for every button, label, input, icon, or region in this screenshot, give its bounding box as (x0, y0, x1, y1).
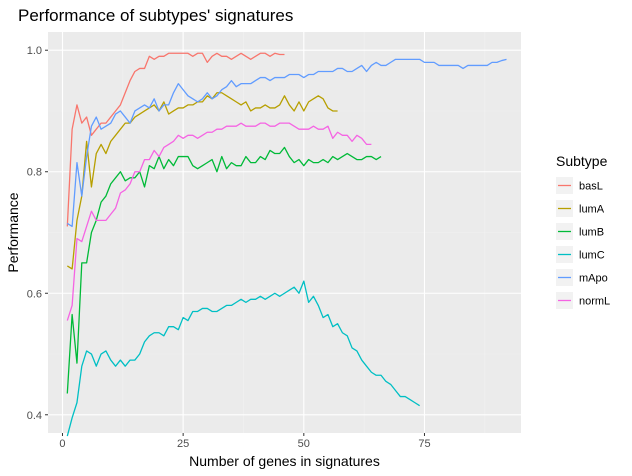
series-line-normL (66, 122, 372, 321)
y-axis-ticks: 0.4 0.6 0.8 1.0 (27, 45, 48, 422)
legend-label: basL (579, 181, 603, 193)
legend: Subtype basL lumA lumB lumC mApo normL (556, 153, 610, 309)
series-line-lumB (66, 146, 382, 394)
legend-item-mApo: mApo (556, 269, 608, 286)
gridlines (48, 32, 521, 433)
x-tick-label: 50 (298, 438, 310, 450)
legend-item-basL: basL (556, 177, 603, 194)
series-line-basL (66, 52, 285, 227)
x-axis-title: Number of genes in signatures (189, 453, 380, 469)
series-line-lumA (66, 92, 338, 270)
legend-label: lumB (579, 227, 604, 239)
legend-label: normL (579, 296, 610, 308)
y-tick-label: 0.6 (27, 288, 42, 300)
y-tick-label: 0.8 (27, 167, 42, 179)
legend-label: mApo (579, 273, 608, 285)
series-line-mApo (66, 58, 507, 228)
y-tick-label: 0.4 (27, 410, 42, 422)
legend-title: Subtype (556, 153, 608, 169)
legend-label: lumA (579, 204, 605, 216)
legend-label: lumC (579, 250, 605, 262)
chart-title: Performance of subtypes' signatures (18, 6, 293, 25)
y-tick-label: 1.0 (27, 45, 42, 57)
legend-item-normL: normL (556, 292, 610, 309)
x-axis-ticks: 0 25 50 75 (59, 433, 431, 450)
legend-item-lumA: lumA (556, 200, 605, 217)
x-tick-label: 25 (177, 438, 189, 450)
legend-item-lumC: lumC (556, 246, 605, 263)
x-tick-label: 0 (59, 438, 65, 450)
y-axis-title: Performance (5, 192, 21, 272)
series-line-lumC (66, 280, 420, 437)
legend-item-lumB: lumB (556, 223, 604, 240)
series-lines (66, 52, 507, 437)
x-tick-label: 75 (418, 438, 430, 450)
